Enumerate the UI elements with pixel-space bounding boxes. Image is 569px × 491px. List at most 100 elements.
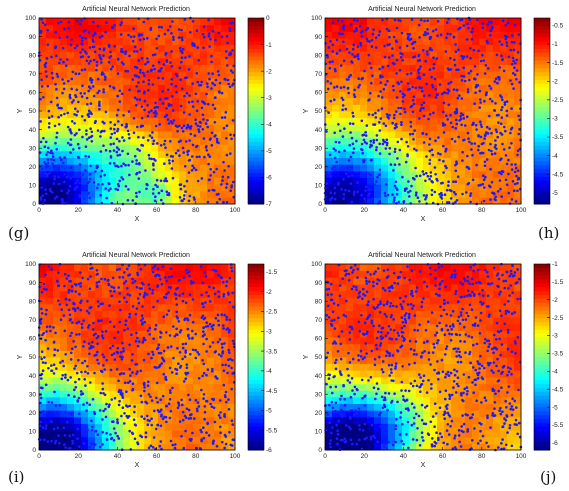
heat-cell <box>437 97 445 105</box>
scatter-point <box>345 172 348 176</box>
scatter-point <box>150 399 154 402</box>
heat-cell <box>165 37 173 46</box>
heat-cell <box>507 18 515 26</box>
colorbar-segment <box>534 130 550 135</box>
heat-cell <box>507 184 515 192</box>
scatter-point <box>164 296 168 299</box>
heat-cell <box>423 104 431 112</box>
scatter-point <box>378 129 382 132</box>
heat-cell <box>500 24 508 32</box>
scatter-point <box>154 195 157 198</box>
scatter-point <box>79 271 82 274</box>
scatter-point <box>201 33 205 36</box>
heat-cell <box>430 137 438 145</box>
scatter-point <box>60 158 63 162</box>
heat-cell <box>346 31 354 39</box>
heat-cell <box>437 51 445 59</box>
scatter-point <box>165 420 168 424</box>
heat-cell <box>514 84 522 92</box>
heat-cell <box>74 423 82 431</box>
heat-cell <box>46 363 54 371</box>
heat-cell <box>193 430 201 438</box>
heat-cell <box>221 430 229 438</box>
heat-cell <box>74 363 82 371</box>
colorbar-segment <box>534 184 550 190</box>
scatter-point <box>116 129 119 133</box>
heat-cell <box>116 416 124 424</box>
heat-cell <box>116 157 124 165</box>
heat-cell <box>53 97 61 105</box>
heat-cell <box>381 91 389 99</box>
scatter-point <box>183 165 187 168</box>
heat-cell <box>179 184 187 192</box>
heat-cell <box>179 270 187 278</box>
scatter-point <box>350 136 354 140</box>
heat-cell <box>130 264 138 272</box>
scatter-point <box>422 114 426 118</box>
heat-cell <box>137 303 145 311</box>
colorbar-segment <box>534 176 550 182</box>
heat-cell <box>332 51 340 59</box>
scatter-point <box>74 72 78 75</box>
heat-cell <box>172 144 180 152</box>
scatter-point <box>187 171 191 174</box>
heat-cell <box>479 150 487 158</box>
scatter-point <box>395 192 399 196</box>
heat-cell <box>430 157 438 165</box>
scatter-point <box>179 139 182 143</box>
scatter-point <box>117 286 120 289</box>
scatter-point <box>143 99 147 103</box>
scatter-point <box>226 371 229 375</box>
heat-cell <box>221 37 229 46</box>
scatter-point <box>471 27 474 30</box>
y-axis-label: Y <box>17 108 24 113</box>
scatter-point <box>113 127 116 131</box>
heat-cell <box>465 84 473 92</box>
scatter-point <box>224 390 228 394</box>
heat-cell <box>416 164 424 172</box>
scatter-point <box>91 341 94 344</box>
scatter-point <box>89 59 92 63</box>
heat-cell <box>228 303 236 311</box>
scatter-point <box>445 114 448 117</box>
heat-cell <box>151 436 159 444</box>
scatter-point <box>517 176 520 180</box>
scatter-point <box>483 160 487 164</box>
scatter-point <box>83 68 87 71</box>
scatter-point <box>55 148 58 151</box>
heat-cell <box>388 157 396 165</box>
scatter-point <box>191 329 194 333</box>
heat-cell <box>158 97 166 105</box>
scatter-point <box>223 77 226 81</box>
scatter-point <box>142 338 146 342</box>
scatter-point <box>449 56 452 60</box>
heat-cell <box>109 416 117 424</box>
heat-cell <box>151 390 159 398</box>
heat-cell <box>228 343 236 351</box>
scatter-point <box>353 88 356 92</box>
heat-cell <box>179 190 187 198</box>
scatter-point <box>68 93 72 97</box>
scatter-point <box>147 446 151 450</box>
scatter-point <box>213 83 217 87</box>
heat-cell <box>137 283 145 292</box>
heat-cell <box>207 443 215 451</box>
scatter-point <box>488 127 491 131</box>
scatter-point <box>142 136 145 139</box>
scatter-point <box>86 372 90 375</box>
colorbar-segment <box>534 153 550 159</box>
heat-cell <box>172 403 180 411</box>
scatter-point <box>50 401 54 404</box>
heat-cell <box>507 150 515 158</box>
scatter-point <box>473 142 477 145</box>
heat-cell <box>116 443 124 451</box>
heat-cell <box>172 190 180 198</box>
heat-cell <box>332 97 340 105</box>
scatter-point <box>512 87 515 90</box>
scatter-point <box>360 35 364 38</box>
heat-cell <box>172 310 180 318</box>
heat-cell <box>109 317 117 325</box>
heat-cell <box>88 71 96 79</box>
scatter-point <box>449 113 452 117</box>
scatter-point <box>510 62 514 66</box>
